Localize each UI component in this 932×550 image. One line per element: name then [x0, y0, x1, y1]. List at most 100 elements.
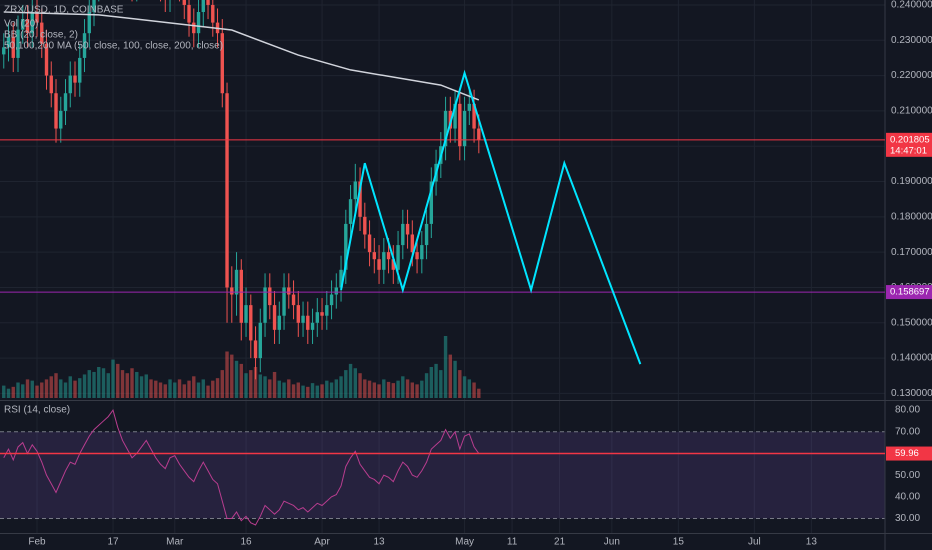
- candle-body: [348, 199, 353, 224]
- candle-body: [268, 287, 272, 306]
- candle-body: [82, 33, 87, 58]
- volume-bar: [59, 379, 63, 398]
- candle-body: [325, 305, 329, 316]
- indicator-label: 50,100,200 MA (50, close, 100, close, 20…: [4, 41, 223, 52]
- candle-body: [372, 252, 377, 260]
- indicator-label: BB (20, close, 2): [4, 30, 78, 41]
- candle-body: [206, 0, 210, 5]
- volume-bar: [448, 354, 453, 398]
- rsi-band: [0, 431, 885, 519]
- volume-bar: [11, 386, 15, 398]
- volume-bar: [25, 379, 30, 398]
- candle-body: [225, 93, 229, 288]
- candle-body: [453, 103, 457, 129]
- volume-bar: [220, 370, 224, 398]
- volume-bar: [116, 363, 120, 398]
- candle-body: [192, 22, 196, 34]
- candle-body: [301, 315, 305, 323]
- volume-bar: [320, 384, 324, 398]
- volume-bar: [268, 379, 272, 398]
- volume-bar: [6, 388, 11, 398]
- candle-body: [310, 322, 315, 330]
- volume-bar: [30, 380, 34, 398]
- candle-body: [253, 340, 258, 359]
- volume-bar: [73, 380, 77, 398]
- volume-bar: [54, 373, 58, 398]
- volume-bar: [139, 376, 144, 398]
- candle-body: [21, 19, 25, 30]
- candle-body: [239, 269, 243, 323]
- volume-bar: [206, 385, 210, 398]
- volume-bar: [82, 374, 87, 398]
- volume-bar: [372, 382, 377, 398]
- volume-bar: [87, 370, 91, 398]
- rsi-tick-label: 80.00: [895, 405, 920, 416]
- candle-body: [405, 223, 410, 235]
- x-tick-label: Feb: [28, 537, 46, 548]
- price-label: 0.158697: [890, 287, 930, 298]
- candle-body: [410, 234, 415, 253]
- rsi-pane: [0, 408, 885, 526]
- y-tick-label: 0.140000: [891, 353, 932, 364]
- rsi-tick-label: 30.00: [895, 513, 920, 524]
- candle-body: [363, 216, 367, 235]
- volume-bar: [187, 380, 191, 398]
- volume-bar: [44, 379, 49, 398]
- candle-body: [462, 110, 467, 147]
- candle-body: [353, 181, 358, 200]
- volume-bar: [396, 380, 400, 398]
- candle-body: [477, 128, 481, 140]
- x-tick-label: 17: [107, 537, 119, 548]
- volume-bar: [424, 373, 429, 398]
- candle-body: [249, 305, 253, 341]
- candle-body: [87, 12, 91, 34]
- volume-bar: [192, 376, 196, 398]
- volume-bar: [149, 379, 153, 398]
- candle-body: [263, 287, 267, 323]
- candle-body: [244, 305, 248, 323]
- volume-bar: [339, 376, 343, 398]
- volume-bar: [201, 379, 205, 398]
- candle-body: [11, 36, 15, 58]
- candle-body: [296, 305, 300, 323]
- volume-bar: [16, 382, 20, 398]
- candle-body: [472, 103, 476, 129]
- volume-bar: [120, 370, 125, 398]
- x-tick-label: Apr: [314, 537, 330, 548]
- candle-body: [16, 29, 20, 58]
- main-pane: [2, 0, 481, 398]
- volume-bar: [439, 370, 443, 398]
- ma200-line: [3, 11, 480, 101]
- candle-body: [424, 223, 429, 246]
- candle-body: [377, 259, 381, 270]
- candle-body: [54, 93, 58, 129]
- candle-body: [182, 0, 186, 5]
- candle-body: [220, 33, 224, 94]
- x-tick-label: 13: [806, 537, 818, 548]
- candle-body: [391, 259, 396, 270]
- x-tick-label: 21: [554, 537, 566, 548]
- candle-body: [458, 103, 462, 147]
- y-tick-label: 0.190000: [891, 176, 932, 187]
- price-label-box: [886, 285, 932, 300]
- volume-bar: [234, 360, 239, 398]
- candle-body: [315, 312, 319, 323]
- volume-bar: [434, 363, 438, 398]
- volume-bar: [130, 368, 134, 398]
- volume-bar: [211, 380, 215, 398]
- volume-bar: [306, 386, 310, 398]
- volume-bar: [353, 368, 358, 398]
- x-tick-label: Mar: [166, 537, 184, 548]
- x-tick-label: May: [455, 537, 474, 548]
- y-tick-label: 0.130000: [891, 388, 932, 399]
- volume-bar: [230, 354, 234, 398]
- candle-body: [196, 12, 201, 34]
- projection-line: [340, 69, 642, 365]
- candle-body: [59, 110, 63, 129]
- candle-body: [420, 245, 424, 260]
- volume-bar: [334, 379, 338, 398]
- x-tick-label: 13: [373, 537, 385, 548]
- indicator-label: Vol (20): [4, 19, 38, 30]
- volume-bar: [163, 384, 167, 398]
